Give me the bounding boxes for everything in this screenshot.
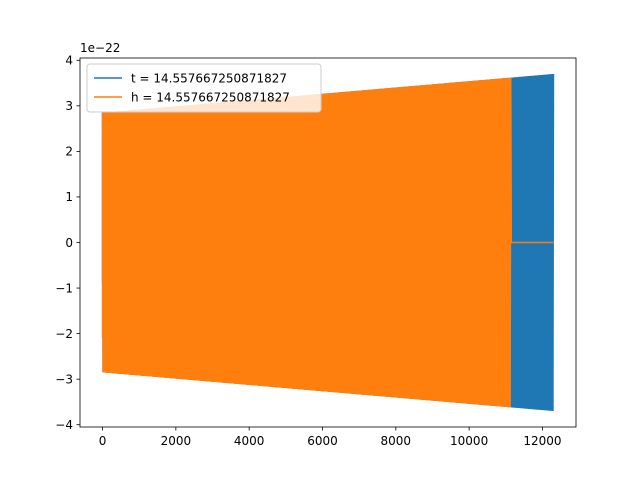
x-tick-label: 12000	[523, 434, 561, 448]
y-tick-label: −2	[55, 327, 73, 341]
y-offset-label: 1e−22	[80, 41, 120, 55]
y-tick-label: −4	[55, 418, 73, 432]
x-tick-label: 0	[99, 434, 107, 448]
y-tick-label: 2	[65, 145, 73, 159]
x-tick-label: 6000	[307, 434, 338, 448]
x-tick-label: 4000	[234, 434, 265, 448]
legend-label-1: h = 14.557667250871827	[131, 90, 290, 104]
y-tick-label: −1	[55, 281, 73, 295]
y-axis: −4 −3 −2 −1 0 1 2 3 4	[55, 54, 80, 432]
x-tick-label: 8000	[381, 434, 412, 448]
y-tick-label: 0	[65, 236, 73, 250]
y-tick-label: 1	[65, 190, 73, 204]
x-axis: 0 2000 4000 6000 8000 10000 12000	[99, 427, 562, 448]
y-tick-label: 3	[65, 99, 73, 113]
series-line-1	[101, 77, 554, 408]
y-tick-label: −3	[55, 372, 73, 386]
plot-area	[101, 73, 555, 412]
legend-label-0: t = 14.557667250871827	[131, 71, 287, 85]
x-tick-label: 10000	[450, 434, 488, 448]
legend-box	[86, 63, 322, 113]
legend: t = 14.557667250871827 h = 14.55766725087…	[86, 63, 322, 113]
y-tick-label: 4	[65, 54, 73, 68]
x-tick-label: 2000	[161, 434, 192, 448]
